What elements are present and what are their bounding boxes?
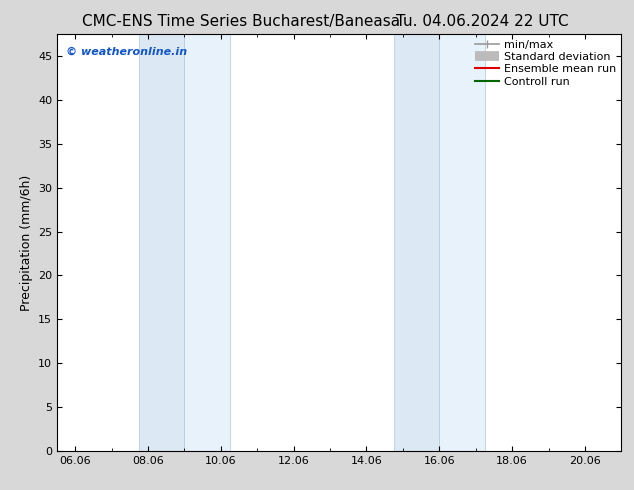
Text: © weatheronline.in: © weatheronline.in xyxy=(65,47,186,57)
Bar xyxy=(439,34,485,451)
Bar xyxy=(394,34,439,451)
Text: CMC-ENS Time Series Bucharest/Baneasa: CMC-ENS Time Series Bucharest/Baneasa xyxy=(82,14,400,29)
Bar xyxy=(139,34,184,451)
Legend: min/max, Standard deviation, Ensemble mean run, Controll run: min/max, Standard deviation, Ensemble me… xyxy=(472,38,618,89)
Y-axis label: Precipitation (mm/6h): Precipitation (mm/6h) xyxy=(20,174,32,311)
Text: Tu. 04.06.2024 22 UTC: Tu. 04.06.2024 22 UTC xyxy=(396,14,568,29)
Bar xyxy=(184,34,230,451)
